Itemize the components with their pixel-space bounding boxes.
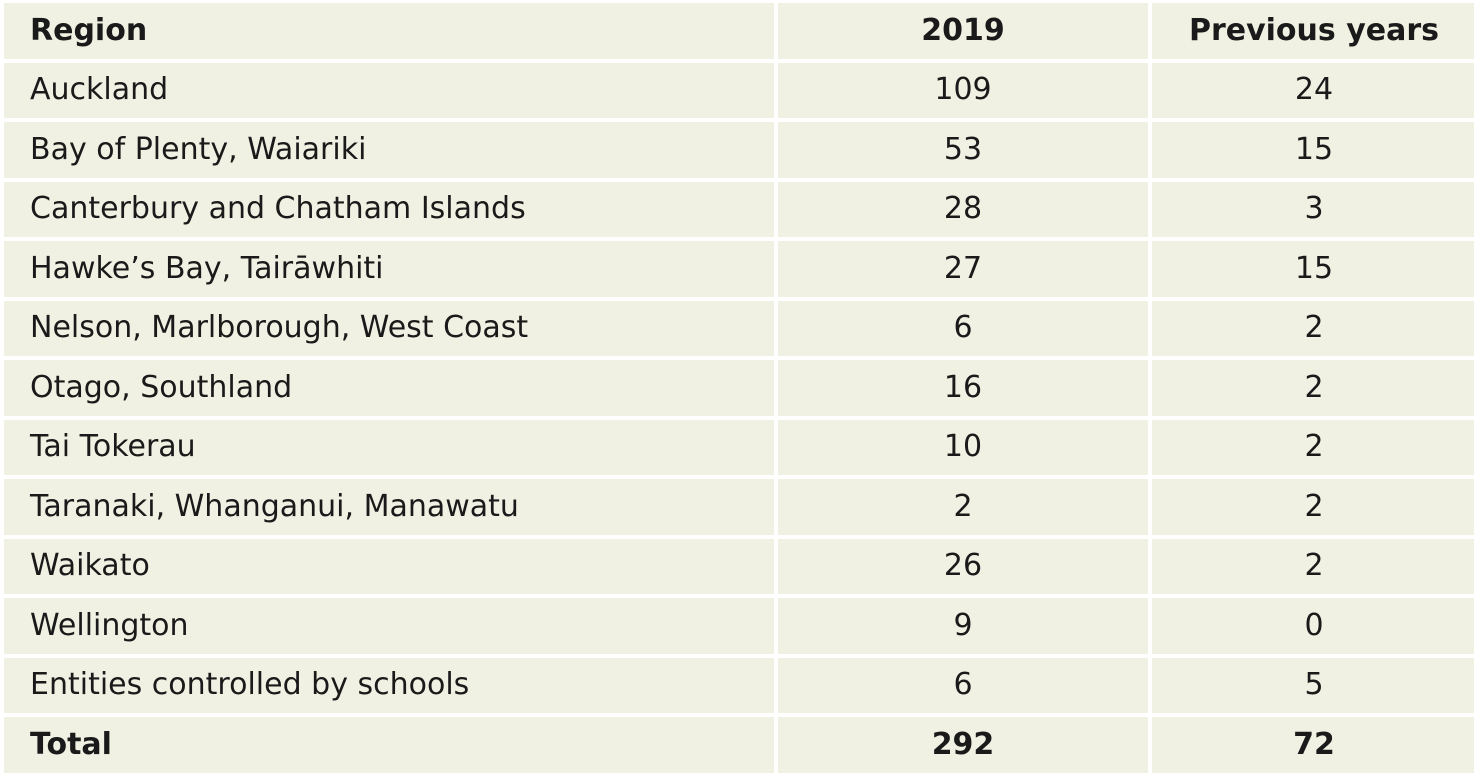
total-2019-value: 292 [778,717,1148,773]
table-row: Entities controlled by schools 6 5 [4,657,1474,713]
table-row: Canterbury and Chatham Islands 28 3 [4,181,1474,237]
value-previous-cell: 0 [1152,598,1474,654]
region-cell: Auckland [4,62,774,118]
table-row: Hawke’s Bay, Tairāwhiti 27 15 [4,241,1474,297]
region-cell: Nelson, Marlborough, West Coast [4,300,774,356]
table-row: Taranaki, Whanganui, Manawatu 2 2 [4,479,1474,535]
region-cell: Tai Tokerau [4,419,774,475]
table-total-row: Total 292 72 [4,717,1474,773]
table-header-row: Region 2019 Previous years [4,3,1474,59]
value-previous-cell: 24 [1152,62,1474,118]
value-2019-cell: 26 [778,538,1148,594]
region-cell: Bay of Plenty, Waiariki [4,122,774,178]
table-row: Wellington 9 0 [4,598,1474,654]
value-2019-cell: 10 [778,419,1148,475]
region-cell: Entities controlled by schools [4,657,774,713]
header-region: Region [4,3,774,59]
value-2019-cell: 53 [778,122,1148,178]
value-2019-cell: 28 [778,181,1148,237]
region-cell: Otago, Southland [4,360,774,416]
value-previous-cell: 2 [1152,300,1474,356]
value-previous-cell: 3 [1152,181,1474,237]
table-row: Otago, Southland 16 2 [4,360,1474,416]
value-previous-cell: 15 [1152,122,1474,178]
table-row: Bay of Plenty, Waiariki 53 15 [4,122,1474,178]
table-row: Auckland 109 24 [4,62,1474,118]
value-2019-cell: 16 [778,360,1148,416]
region-cell: Canterbury and Chatham Islands [4,181,774,237]
value-previous-cell: 2 [1152,538,1474,594]
value-2019-cell: 2 [778,479,1148,535]
region-cell: Wellington [4,598,774,654]
value-2019-cell: 6 [778,657,1148,713]
total-previous-value: 72 [1152,717,1474,773]
value-2019-cell: 9 [778,598,1148,654]
value-previous-cell: 5 [1152,657,1474,713]
header-2019: 2019 [778,3,1148,59]
total-label: Total [4,717,774,773]
header-previous-years: Previous years [1152,3,1474,59]
value-previous-cell: 2 [1152,419,1474,475]
table-row: Tai Tokerau 10 2 [4,419,1474,475]
value-previous-cell: 2 [1152,479,1474,535]
value-previous-cell: 2 [1152,360,1474,416]
value-2019-cell: 109 [778,62,1148,118]
table-row: Waikato 26 2 [4,538,1474,594]
value-2019-cell: 27 [778,241,1148,297]
region-cell: Hawke’s Bay, Tairāwhiti [4,241,774,297]
value-previous-cell: 15 [1152,241,1474,297]
region-table-container: Region 2019 Previous years Auckland 109 … [4,3,1474,773]
value-2019-cell: 6 [778,300,1148,356]
region-cell: Taranaki, Whanganui, Manawatu [4,479,774,535]
table-row: Nelson, Marlborough, West Coast 6 2 [4,300,1474,356]
region-cell: Waikato [4,538,774,594]
